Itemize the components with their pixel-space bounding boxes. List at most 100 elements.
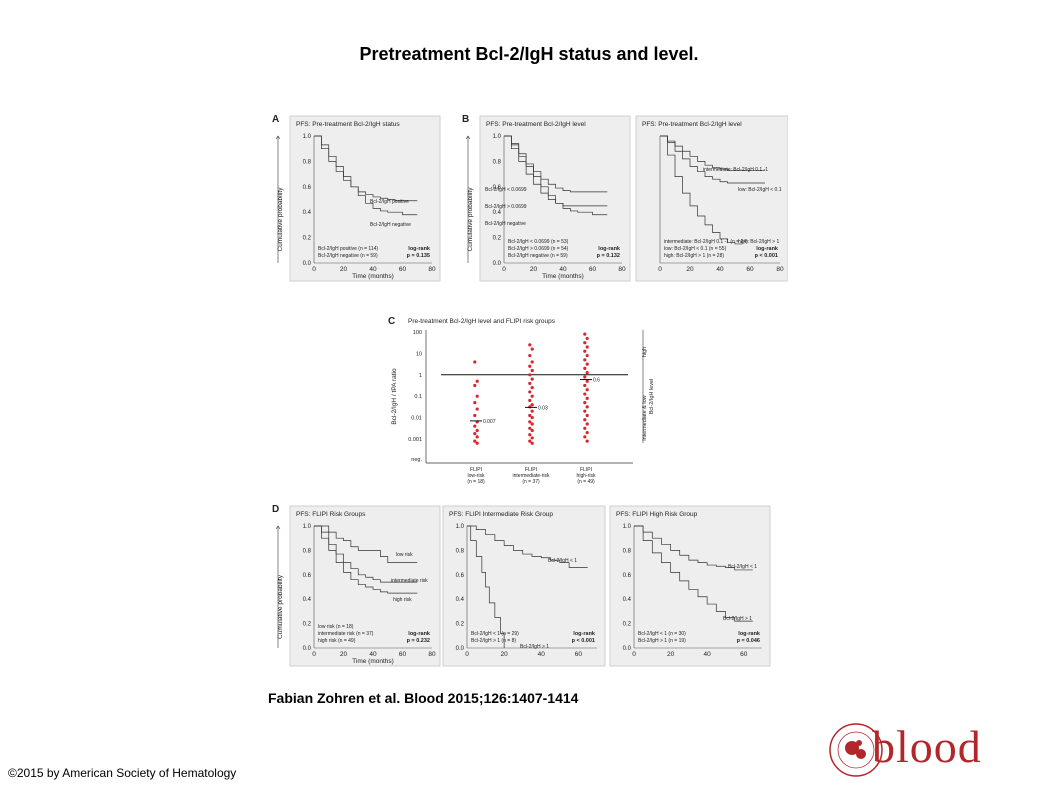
panel-b1: PFS: Pre-treatment Bcl-2/IgH level 1.0 0.8… [462, 114, 631, 282]
panel-d2-ytick: 0.6 [456, 573, 465, 579]
figure-panels: PFS: Pre-treatment Bcl-2/IgH status 1.0 0.… [268, 108, 789, 688]
panel-c-dot [583, 383, 587, 388]
panel-b2-legend: low: Bcl-2/IgH < 0.1 (n = 55) [664, 246, 727, 252]
panel-c-dot [528, 420, 532, 424]
panel-c-dot [528, 381, 532, 385]
panel-c-dot [475, 394, 479, 398]
panel-c-dot [583, 401, 587, 405]
panel-c-dot [583, 332, 587, 336]
panel-c-dot [528, 398, 532, 403]
panel-b1-curve-label: Bcl-2/IgH negative [485, 221, 526, 227]
panel-d3-xtick: 40 [704, 651, 712, 658]
panel-c-dot [528, 390, 532, 394]
panel-c-dot [583, 341, 587, 345]
panel-d2-stat-test: log-rank [573, 631, 596, 637]
panel-a-curve-label: Bcl-2/IgH positive [370, 199, 409, 205]
panel-c-dot [528, 439, 532, 443]
panel-a-legend: Bcl-2/IgH positive (n = 114) [318, 246, 378, 252]
panel-d2-xtick: 20 [501, 651, 509, 658]
panel-c-dot [475, 428, 479, 433]
panel-c-dot [528, 433, 532, 437]
panel-d1-series-2 [314, 525, 418, 594]
panel-d1-xtick: 40 [369, 651, 377, 658]
panel-b1-stat-p: p = 0.132 [597, 253, 620, 259]
panel-d1-ytick: 0.4 [303, 597, 312, 603]
panel-d2-title: PFS: FLIPI Intermediate Risk Group [449, 511, 553, 518]
figure-title: Pretreatment Bcl-2/IgH status and level. [359, 44, 699, 64]
panel-a-stat-test: log-rank [408, 246, 431, 252]
panel-d2-bg [442, 505, 606, 667]
panel-d3-curve-label: Bcl-2/IgH > 1 [723, 616, 752, 622]
panel-b1-xtick: 60 [589, 266, 597, 273]
panel-b2-xtick: 0 [658, 266, 662, 273]
panel-d3-ytick: 0.6 [623, 573, 632, 579]
panel-b2-series-2 [660, 135, 743, 245]
panel-c-dot [473, 360, 477, 364]
panel-c-dot [583, 349, 587, 353]
panel-a-ytick: 0.0 [303, 261, 312, 267]
panel-d3-xtick: 0 [632, 651, 636, 658]
panel-d1-xlabel: Time (months) [352, 658, 394, 665]
panel-d2-ytick: 1.0 [456, 524, 465, 530]
panel-d1-ytick: 0.2 [303, 622, 312, 628]
panel-c-group-label: FLIPI [525, 467, 537, 473]
panel-c-dot [473, 401, 477, 405]
panel-c-dot [528, 413, 532, 418]
panel-d1-ylabel: Cumulative probability [277, 574, 284, 639]
panel-d2-legend: Bcl-2/IgH > 1 (n = 8) [471, 638, 516, 644]
panel-c-dot [585, 430, 589, 435]
panel-b2-xtick: 40 [716, 266, 724, 273]
asoh-seal-icon [829, 723, 883, 777]
panel-c-group-label: (n = 18) [467, 479, 485, 485]
panel-c-ytick: 10 [416, 351, 422, 357]
panel-d3-series-0 [634, 525, 753, 571]
panel-a-stat-p: p = 0.135 [407, 253, 430, 259]
panel-c-dot [528, 373, 532, 377]
panel-b1-curve-label: Bcl-2/IgH > 0.0699 [485, 204, 527, 210]
panel-b1-xtick: 80 [618, 266, 626, 273]
panel-c-ytick: 100 [413, 330, 422, 336]
panel-b1-ytick: 0.2 [493, 236, 502, 242]
panel-c-dot [473, 432, 477, 436]
panel-c-dot [585, 379, 589, 383]
panel-c-dot [473, 439, 477, 443]
panel-a-xtick: 80 [428, 266, 436, 273]
panel-d3-bg [609, 505, 771, 667]
panel-c-dot [530, 441, 534, 445]
panel-b2-xtick: 20 [686, 266, 694, 273]
panel-c-dot [528, 353, 532, 358]
panel-b1-ytick: 0.4 [493, 210, 502, 216]
panel-c-ytick: 0.1 [414, 394, 422, 400]
panel-b1-series-2 [504, 135, 608, 216]
panel-d2-ytick: 0.8 [456, 548, 465, 554]
panel-b1-xtick: 20 [530, 266, 538, 273]
panel-c-dot [585, 336, 589, 341]
panel-a-ytick: 1.0 [303, 134, 312, 140]
panel-b1-xtick: 40 [559, 266, 567, 273]
panel-d1-curve-label: high risk [393, 597, 412, 603]
copyright: ©2015 by American Society of Hematology [8, 766, 237, 780]
panel-d2-stat-p: p < 0.001 [572, 638, 595, 644]
panel-c-dot [528, 364, 532, 368]
panel-a-series-1 [314, 135, 418, 216]
panel-c-dot [583, 375, 587, 379]
panel-c-dot [530, 416, 534, 420]
panel-d1-xtick: 80 [428, 651, 436, 658]
panel-c-ytick: 0.001 [408, 437, 422, 443]
panel-c-dot [530, 428, 534, 433]
panel-d2-legend: Bcl-2/IgH < 1 (n = 29) [471, 631, 519, 637]
panel-c-dot [530, 409, 534, 413]
panel-c-dot [585, 422, 589, 426]
panel-b1-stat-test: log-rank [598, 246, 621, 252]
panel-a-xtick: 0 [312, 266, 316, 273]
panel-d1-xtick: 20 [340, 651, 348, 658]
panel-d1-legend: low risk (n = 18) [318, 624, 354, 630]
figure-svg: PFS: Pre-treatment Bcl-2/IgH status 1.0 0.… [272, 114, 789, 667]
panel-d3-stat-p: p = 0.046 [737, 638, 760, 644]
panel-a-yarrow-head [275, 135, 281, 140]
panel-b2-legend: intermediate: Bcl-2/IgH 0.1 -1 (n = 24) [664, 239, 748, 245]
panel-c-dot [475, 379, 479, 383]
panel-a-xtick: 20 [340, 266, 348, 273]
panel-a-ylabel: Cumulative probability [277, 187, 284, 252]
panel-b1-xlabel: Time (months) [542, 273, 584, 280]
